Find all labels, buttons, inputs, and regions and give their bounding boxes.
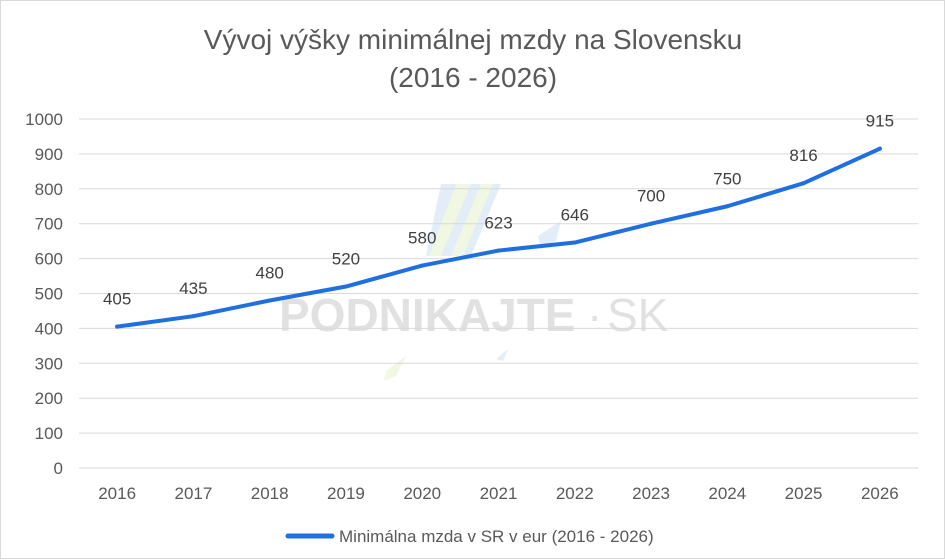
y-tick-label: 0 [54,459,63,478]
data-point [115,324,120,329]
data-point [649,221,654,226]
legend-label: Minimálna mzda v SR v eur (2016 - 2026) [339,527,654,546]
x-tick-label: 2019 [327,484,365,503]
data-labels: 405 435 480 520 580 623 646 700 750 816 915 [103,112,894,309]
data-point [801,181,806,186]
x-tick-label: 2023 [632,484,670,503]
series-layer [115,146,882,329]
x-axis: 2016 2017 2018 2019 2020 2021 2022 2023 2024 2025… [98,484,899,503]
data-label: 646 [561,206,589,225]
y-tick-label: 500 [35,285,63,304]
data-point [725,204,730,209]
y-tick-label: 700 [35,215,63,234]
y-axis: 0 100 200 300 400 500 600 700 800 900 1000 [25,110,63,478]
watermark-left: PODNIKAJTE [279,289,575,341]
data-label: 623 [484,214,512,233]
y-tick-label: 200 [35,389,63,408]
data-label: 915 [866,112,894,131]
data-point [420,263,425,268]
data-label: 520 [332,250,360,269]
y-tick-label: 300 [35,354,63,373]
data-label: 480 [255,263,283,282]
data-point [267,298,272,303]
watermark-dot: · [587,289,602,341]
x-tick-label: 2016 [98,484,136,503]
x-tick-label: 2017 [174,484,212,503]
y-tick-label: 900 [35,145,63,164]
watermark: PODNIKAJTE · SK [279,184,669,381]
y-tick-label: 1000 [25,110,63,129]
data-label: 816 [789,146,817,165]
data-label: 750 [713,169,741,188]
grid-layer [79,118,918,469]
data-point [496,248,501,253]
data-label: 700 [637,187,665,206]
watermark-stripes [384,184,561,381]
y-tick-label: 600 [35,250,63,269]
x-tick-label: 2025 [785,484,823,503]
data-point [343,284,348,289]
chart-title: Vývoj výšky minimálnej mzdy na Slovensku [204,24,742,55]
x-tick-label: 2018 [251,484,289,503]
data-point [191,314,196,319]
chart-subtitle: (2016 - 2026) [389,62,557,93]
watermark-right: SK [607,289,669,341]
data-label: 435 [179,279,207,298]
legend: Minimálna mzda v SR v eur (2016 - 2026) [285,527,654,546]
x-tick-label: 2024 [708,484,746,503]
x-tick-label: 2022 [556,484,594,503]
data-point [572,240,577,245]
x-tick-label: 2021 [480,484,518,503]
x-tick-label: 2026 [861,484,899,503]
x-tick-label: 2020 [403,484,441,503]
y-tick-label: 400 [35,319,63,338]
y-tick-label: 100 [35,424,63,443]
y-tick-label: 800 [35,180,63,199]
data-label: 580 [408,229,436,248]
data-label: 405 [103,290,131,309]
data-point [877,146,882,151]
